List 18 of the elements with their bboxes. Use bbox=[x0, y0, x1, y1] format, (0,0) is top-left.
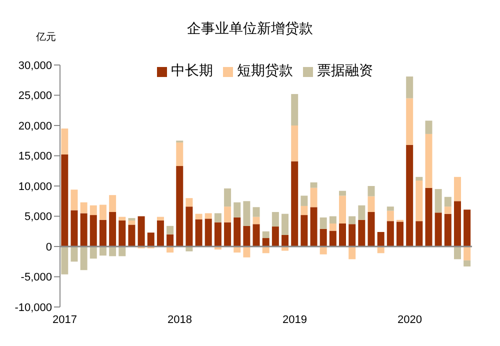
y-axis-title: 亿元 bbox=[36, 31, 56, 44]
x-tick-label: 2019 bbox=[282, 314, 307, 326]
y-tick-label: 10,000 bbox=[18, 180, 52, 193]
y-tick-label: -10,000 bbox=[14, 302, 52, 314]
chart-title: 企事业单位新增贷款 bbox=[187, 22, 313, 37]
legend-label: 短期贷款 bbox=[237, 64, 293, 79]
y-tick-label: 0 bbox=[46, 241, 52, 254]
x-tick-label: 2020 bbox=[397, 314, 422, 326]
y-tick-label: 30,000 bbox=[18, 60, 52, 72]
legend-label: 票据融资 bbox=[317, 64, 373, 79]
y-tick-label: 5,000 bbox=[24, 211, 52, 224]
x-tick-label: 2017 bbox=[52, 314, 78, 326]
y-tick-label: 15,000 bbox=[18, 150, 52, 163]
y-tick-label: 20,000 bbox=[18, 120, 52, 132]
legend-label: 中长期 bbox=[171, 64, 213, 79]
y-tick-label: 25,000 bbox=[18, 90, 52, 102]
x-tick-label: 2018 bbox=[168, 314, 192, 326]
y-tick-label: -5,000 bbox=[20, 272, 52, 284]
